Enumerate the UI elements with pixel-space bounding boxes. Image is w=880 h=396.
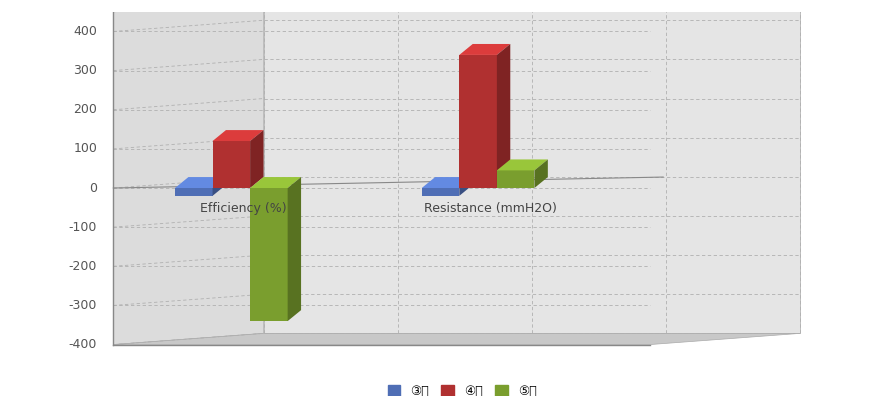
Polygon shape	[213, 130, 263, 141]
Polygon shape	[250, 188, 288, 321]
Polygon shape	[497, 160, 548, 170]
Text: -100: -100	[69, 221, 97, 234]
Polygon shape	[114, 1, 263, 345]
Polygon shape	[288, 177, 301, 321]
Polygon shape	[422, 177, 473, 188]
Text: -300: -300	[69, 299, 97, 312]
Text: 400: 400	[73, 25, 97, 38]
Polygon shape	[263, 1, 800, 333]
Polygon shape	[175, 188, 213, 196]
Polygon shape	[459, 44, 510, 55]
Text: 300: 300	[73, 64, 97, 77]
Text: Efficiency (%): Efficiency (%)	[200, 202, 287, 215]
Polygon shape	[250, 177, 301, 188]
Polygon shape	[459, 177, 473, 196]
Polygon shape	[497, 170, 534, 188]
Text: -200: -200	[69, 260, 97, 273]
Text: 100: 100	[73, 143, 97, 155]
Polygon shape	[213, 177, 226, 196]
Text: -400: -400	[69, 338, 97, 351]
Polygon shape	[114, 333, 800, 345]
Text: 0: 0	[89, 181, 97, 194]
Polygon shape	[497, 44, 510, 188]
Text: 200: 200	[73, 103, 97, 116]
Legend: ③번, ④번, ⑤번: ③번, ④번, ⑤번	[383, 380, 541, 396]
Polygon shape	[422, 188, 459, 196]
Text: Resistance (mmH2O): Resistance (mmH2O)	[424, 202, 557, 215]
Polygon shape	[459, 55, 497, 188]
Polygon shape	[175, 177, 226, 188]
Polygon shape	[213, 141, 250, 188]
Polygon shape	[534, 160, 548, 188]
Polygon shape	[250, 130, 263, 188]
